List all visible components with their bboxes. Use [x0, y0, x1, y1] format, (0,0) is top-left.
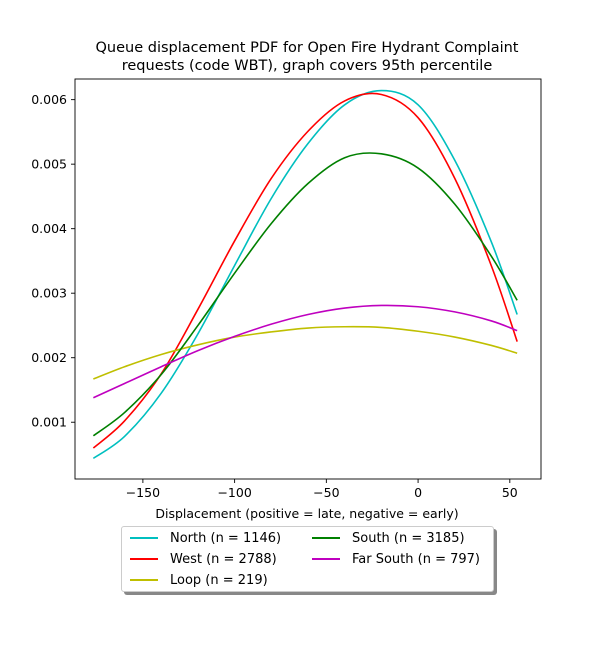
legend-item: West (n = 2788) — [130, 549, 277, 569]
legend-label: South (n = 3185) — [352, 530, 465, 546]
x-tick-label: −100 — [217, 485, 251, 500]
legend-swatch — [130, 537, 158, 539]
legend-swatch — [130, 579, 158, 581]
series-line-2 — [93, 325, 518, 380]
series-line-3 — [92, 152, 518, 437]
legend: North (n = 1146) West (n = 2788) Loop (n =… — [121, 526, 494, 592]
title-line-2: requests (code WBT), graph covers 95th p… — [122, 58, 493, 74]
legend-swatch — [130, 558, 158, 560]
y-tick-label: 0.006 — [31, 92, 67, 107]
plot-frame — [74, 78, 542, 480]
y-tick-label: 0.002 — [31, 350, 67, 365]
legend-item: South (n = 3185) — [312, 528, 465, 548]
legend-label: Loop (n = 219) — [170, 572, 268, 588]
legend-item: North (n = 1146) — [130, 528, 281, 548]
series-line-0 — [92, 89, 518, 460]
y-tick-label: 0.003 — [31, 286, 67, 301]
legend-swatch — [312, 558, 340, 560]
legend-label: North (n = 1146) — [170, 530, 282, 546]
y-tick-label: 0.005 — [31, 157, 67, 172]
legend-item: Far South (n = 797) — [312, 549, 480, 569]
x-tick-label: −50 — [313, 485, 339, 500]
x-tick-label: 0 — [414, 485, 422, 500]
x-tick-label: 50 — [502, 485, 518, 500]
axes-layer: −150 −100 −50 0 50 0.001 0.002 0.003 0.004 0.005 0… — [31, 78, 542, 500]
legend-item: Loop (n = 219) — [130, 570, 268, 590]
legend-swatch — [312, 537, 340, 539]
chart-title: Queue displacement PDF for Open Fire Hyd… — [96, 40, 519, 74]
legend-label: West (n = 2788) — [170, 551, 277, 567]
series-layer — [92, 89, 518, 460]
series-line-4 — [93, 304, 518, 399]
y-tick-label: 0.004 — [31, 221, 67, 236]
title-line-1: Queue displacement PDF for Open Fire Hyd… — [96, 40, 519, 56]
legend-label: Far South (n = 797) — [352, 551, 480, 567]
x-axis-label: Displacement (positive = late, negative … — [155, 506, 458, 521]
y-tick-label: 0.001 — [31, 415, 67, 430]
x-tick-label: −150 — [126, 485, 160, 500]
